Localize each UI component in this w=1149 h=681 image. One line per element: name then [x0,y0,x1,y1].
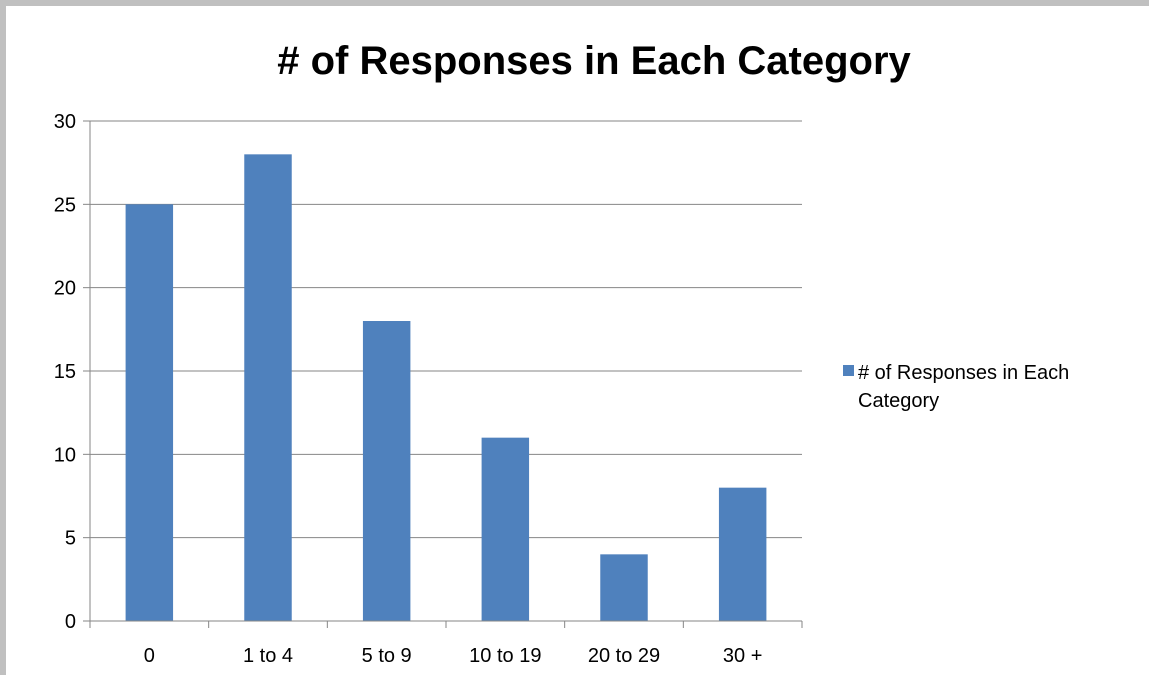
axes [83,120,803,628]
x-tick-label: 1 to 4 [243,645,293,667]
chart-title: # of Responses in Each Category [277,39,911,83]
y-tick-label: 0 [65,611,76,633]
y-tick-label: 5 [65,528,76,550]
legend-label-line-1: # of Responses in Each [858,362,1069,384]
bar-chart: # of Responses in Each Category 0 5 10 15 20… [54,39,1070,667]
bar [244,154,292,622]
x-tick-label: 5 to 9 [362,645,412,667]
x-tick-label: 30 + [723,645,762,667]
x-tick-labels: 0 1 to 4 5 to 9 10 to 19 20 to 29 30 + [144,645,763,667]
bars [125,154,767,622]
x-tick-label: 10 to 19 [469,645,541,667]
bar [600,554,648,621]
grid-lines [90,120,802,539]
y-tick-label: 30 [54,111,76,133]
y-tick-label: 10 [54,444,76,466]
bar [481,437,530,621]
legend-swatch [843,365,854,376]
legend: # of Responses in Each Category [843,362,1069,412]
bar [125,204,174,622]
legend-label-line-2: Category [858,390,939,412]
y-tick-label: 15 [54,361,76,383]
bar [362,321,411,621]
y-tick-labels: 0 5 10 15 20 25 30 [54,111,76,633]
y-tick-label: 25 [54,194,76,216]
y-tick-label: 20 [54,278,76,300]
x-tick-label: 20 to 29 [588,645,660,667]
bar [718,487,767,621]
x-tick-label: 0 [144,645,155,667]
